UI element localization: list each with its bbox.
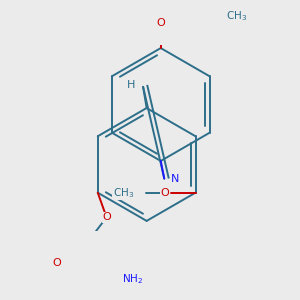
Text: N: N [171,174,179,184]
Text: NH$_2$: NH$_2$ [122,272,144,286]
Text: CH$_3$: CH$_3$ [112,186,134,200]
Text: O: O [160,188,169,198]
Text: H: H [127,80,135,90]
Text: O: O [102,212,111,222]
Text: O: O [156,18,165,28]
Text: O: O [52,258,61,268]
Text: CH$_3$: CH$_3$ [226,9,247,23]
